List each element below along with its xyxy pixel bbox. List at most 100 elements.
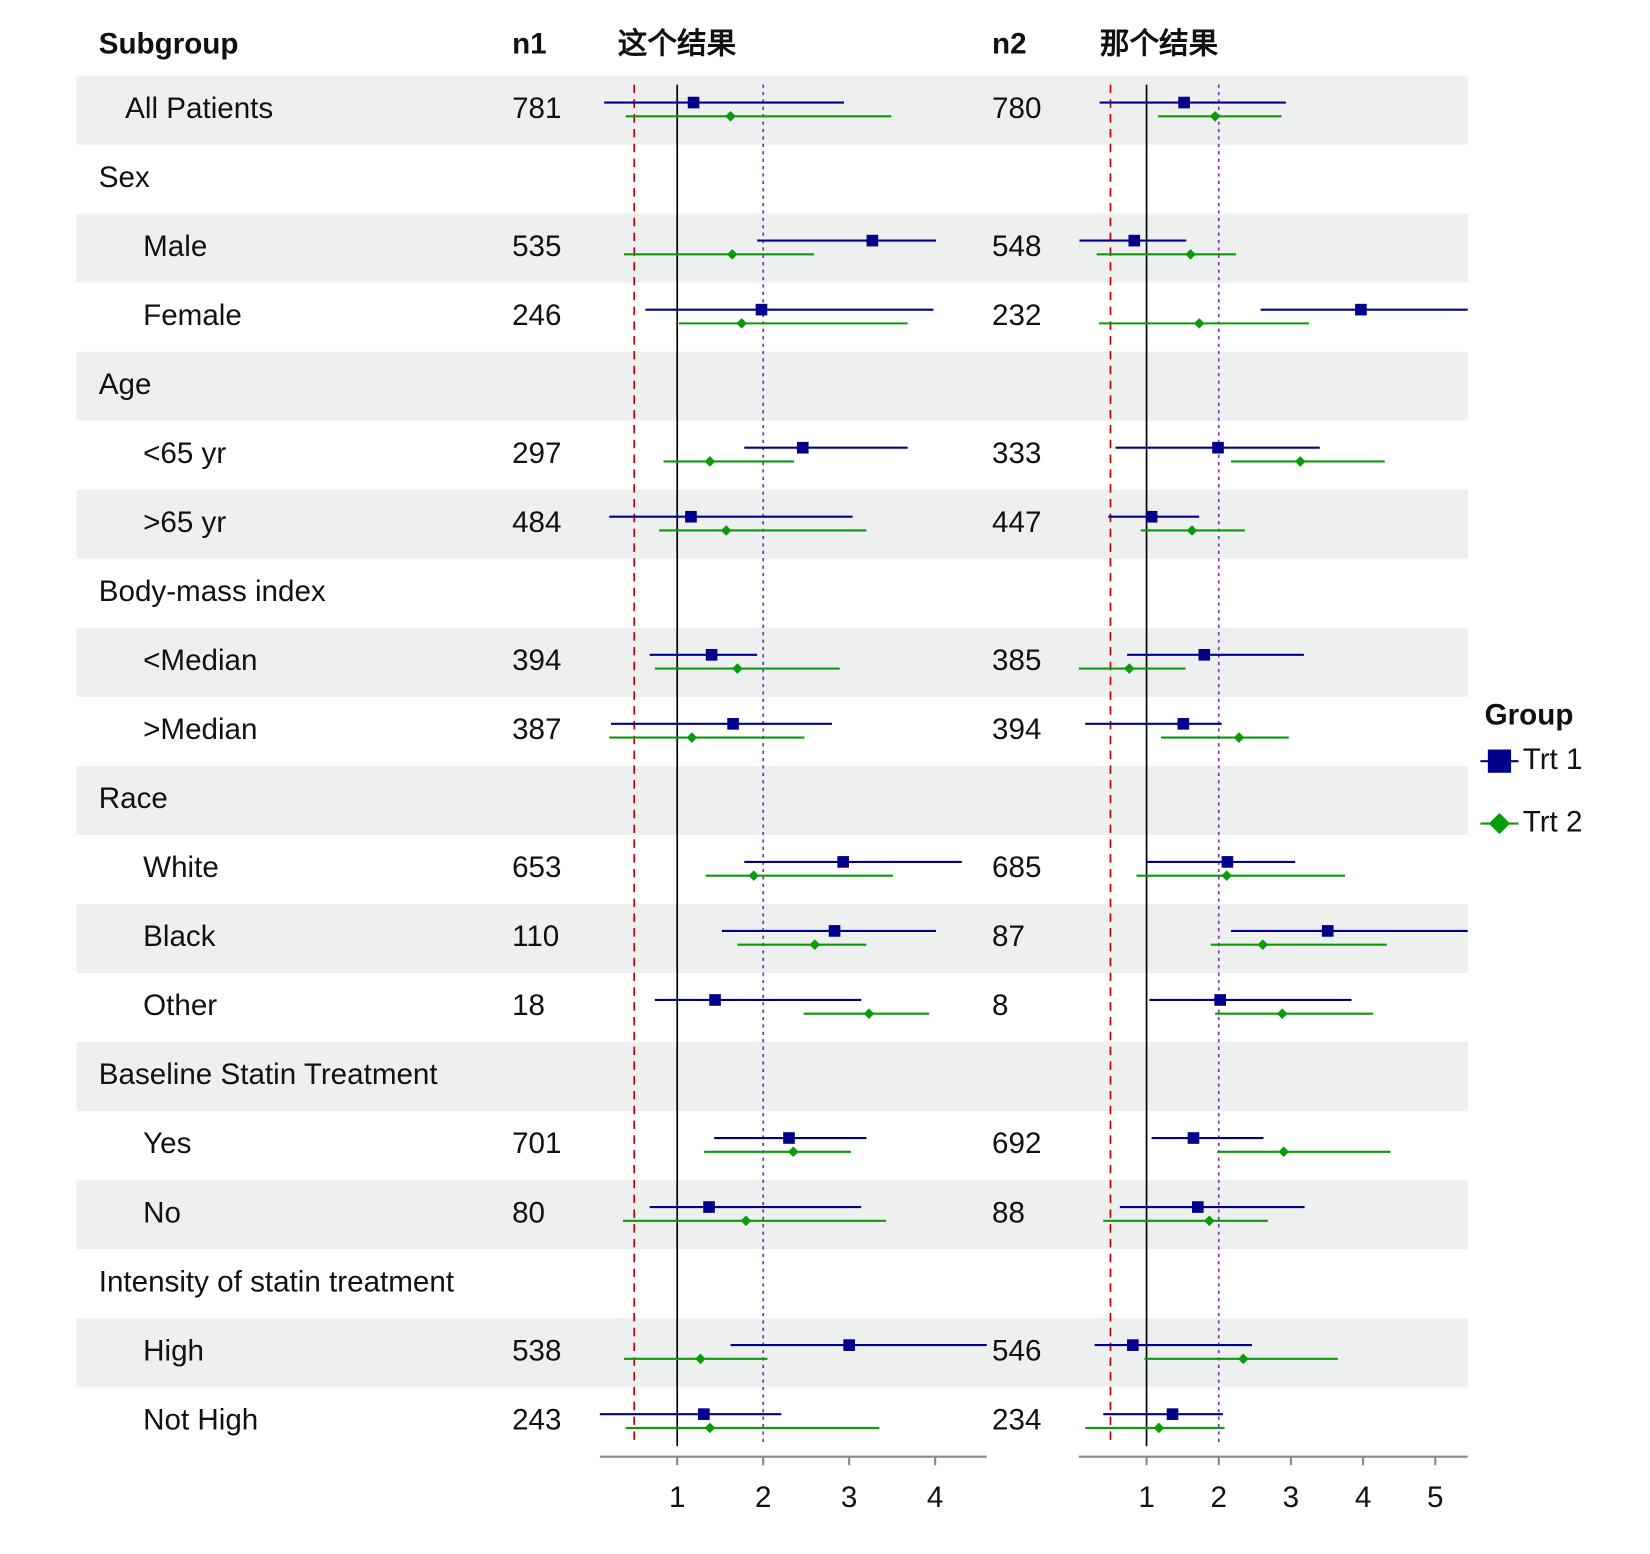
x-tick-label: 3 [841,1481,857,1514]
n-value: 18 [512,989,545,1022]
point-estimate [736,318,747,329]
point-estimate [1193,318,1205,329]
legend-label: Trt 2 [1523,805,1583,838]
n-value: 780 [992,92,1041,125]
legend-label: Trt 1 [1523,743,1583,776]
point-estimate [709,994,721,1006]
n-value: 685 [992,851,1041,884]
row-backgrounds [76,75,1468,1388]
row-band [76,1042,1468,1112]
row-label: Body-mass index [99,575,326,608]
row-band [76,75,1468,145]
point-estimate [740,1215,752,1227]
point-estimate [1257,939,1269,950]
n-value: 692 [992,1127,1041,1160]
point-estimate [1191,1201,1204,1213]
n-value: 333 [992,437,1041,470]
row-label: Race [99,782,168,815]
n-value: 535 [512,230,561,263]
x-tick-label: 2 [755,1481,771,1514]
row-band [76,351,1468,421]
row-label: <Median [143,644,257,677]
n-value: 232 [992,299,1041,332]
point-estimate [1212,441,1224,454]
point-estimate [866,234,879,247]
n-value: 538 [512,1334,561,1367]
x-tick-label: 1 [669,1481,685,1514]
n2-header: n2 [992,27,1027,60]
row-band [76,765,1468,835]
point-estimate [685,510,697,523]
row-band [76,627,1468,697]
row-label: Baseline Statin Treatment [99,1058,438,1091]
panel-data [1078,96,1468,1434]
n-value: 8 [992,989,1008,1022]
row-label: Intensity of statin treatment [99,1265,454,1298]
point-estimate [1198,648,1211,661]
n-value: 387 [512,713,561,746]
n-value: 385 [992,644,1041,677]
n-value: 546 [992,1334,1041,1367]
point-estimate [1278,1146,1289,1158]
point-estimate [704,456,716,467]
point-estimate [788,1146,799,1158]
n-value: 484 [512,506,561,539]
row-label: >Median [143,713,257,746]
row-label: Male [143,230,207,263]
legend-title: Group [1485,699,1574,732]
point-estimate [796,441,809,454]
subgroup-header: Subgroup [99,27,239,60]
x-tick-label: 4 [927,1481,943,1514]
n-value: 781 [512,92,561,125]
row-label: Female [143,299,242,332]
point-estimate [1233,732,1245,743]
row-label: >65 yr [143,506,226,539]
point-estimate [1127,1339,1139,1351]
point-estimate [704,1422,716,1434]
x-tick-label: 3 [1283,1481,1299,1514]
point-estimate [1321,925,1334,937]
x-tick-label: 2 [1211,1481,1227,1514]
point-estimate [1221,856,1234,868]
point-estimate [1187,1132,1200,1144]
n-value: 447 [992,506,1041,539]
n-value: 701 [512,1127,561,1160]
point-estimate [828,925,841,937]
point-estimate [726,249,738,260]
point-estimate [1355,303,1367,316]
point-estimate [1295,456,1306,467]
row-band [76,213,1468,283]
row-band [76,489,1468,559]
row-band [76,903,1468,973]
n-value: 297 [512,437,561,470]
legend-marker [1488,812,1511,835]
panel-title: 那个结果 [1100,27,1219,60]
n-value: 234 [992,1403,1041,1436]
row-label: High [143,1334,204,1367]
x-tick-label: 5 [1427,1481,1443,1514]
n-value: 110 [512,920,559,953]
panel-data [599,96,987,1434]
point-estimate [698,1408,710,1420]
point-estimate [1153,1422,1165,1434]
n-value: 88 [992,1196,1025,1229]
point-estimate [703,1201,715,1213]
n-value: 243 [512,1403,561,1436]
row-band [76,1180,1468,1250]
n-value: 394 [992,713,1041,746]
point-estimate [1128,234,1141,247]
legend-marker [1487,749,1512,773]
point-estimate [1276,1008,1288,1019]
point-estimate [1221,870,1232,881]
row-label: White [143,851,219,884]
n-value: 80 [512,1196,545,1229]
row-label: Sex [99,161,150,194]
point-estimate [863,1008,875,1019]
n-value: 87 [992,920,1025,953]
row-label: Black [143,920,216,953]
row-label: Not High [143,1403,258,1436]
point-estimate [727,718,739,730]
point-estimate [783,1132,795,1144]
